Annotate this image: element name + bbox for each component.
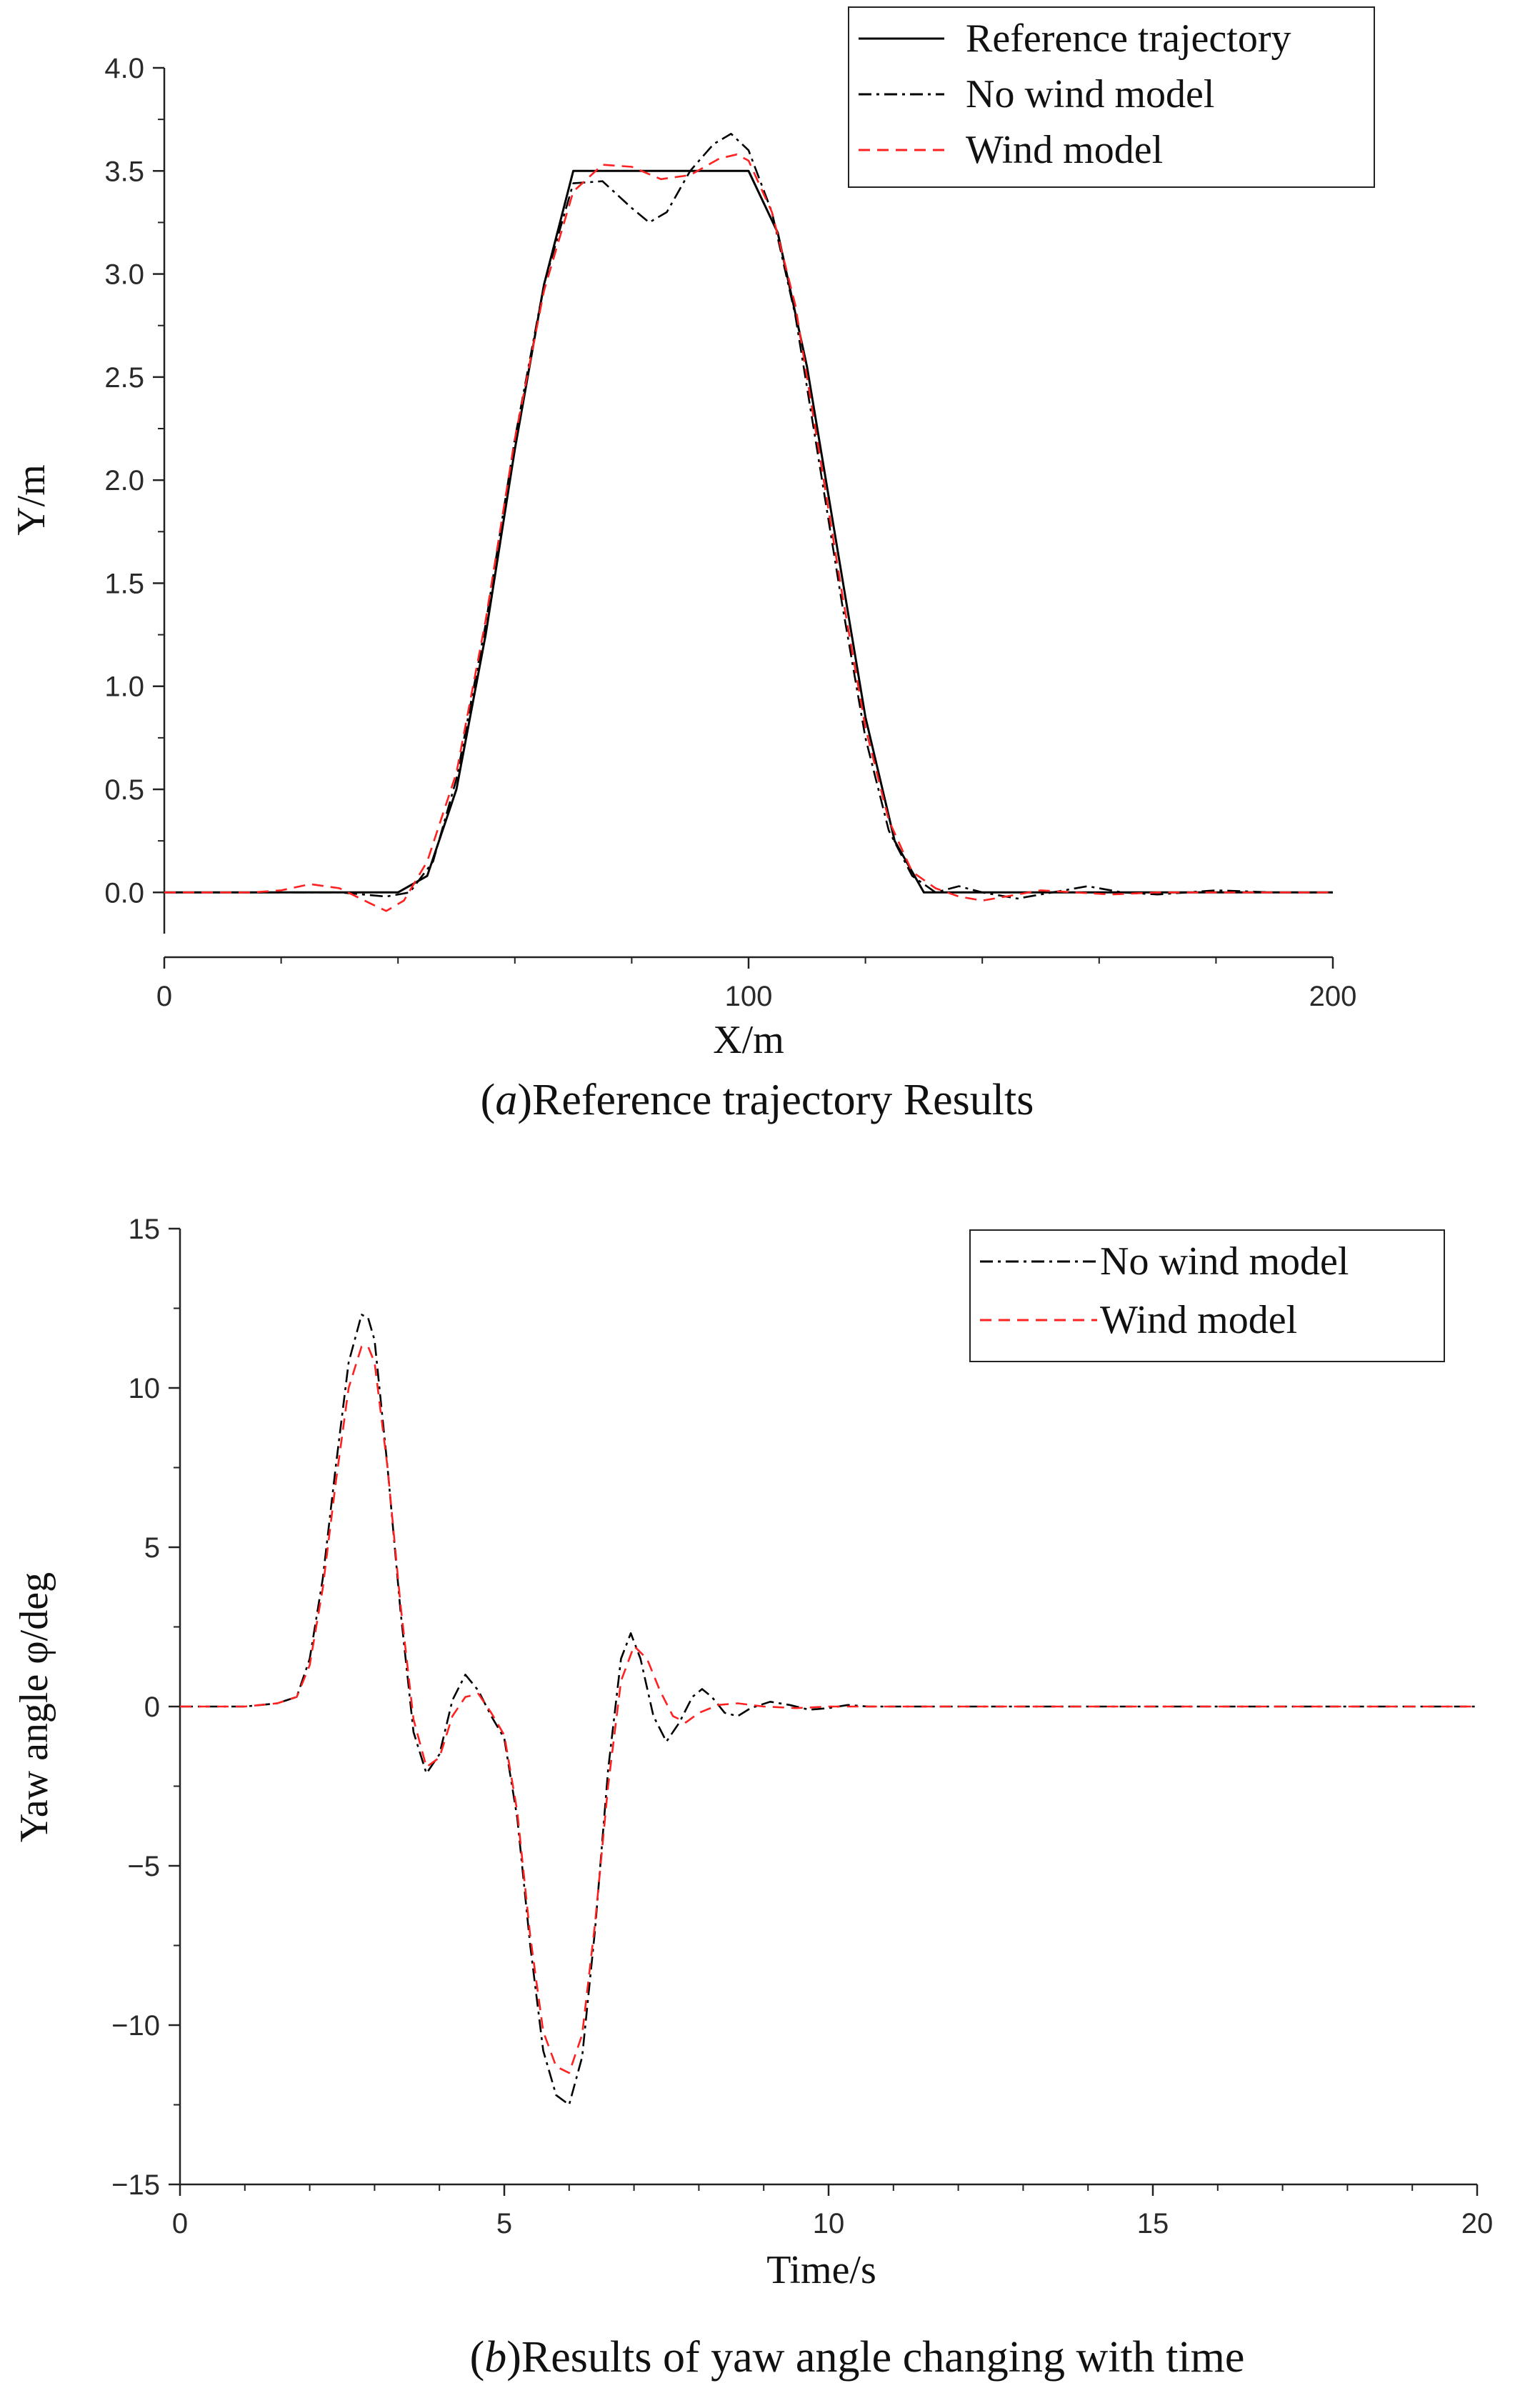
y-tick-label: 15 [129, 1214, 161, 1245]
series-group [180, 1314, 1477, 2106]
axes: −15 −10 −5 0 5 10 15 0 5 10 15 20 [111, 1214, 1493, 2239]
legend-label: Reference trajectory [966, 16, 1291, 61]
yaw-angle-chart: −15 −10 −5 0 5 10 15 0 5 10 15 20 Time/s Yaw angle … [12, 1214, 1493, 2382]
series-line-wind-model [180, 1345, 1477, 2074]
y-tick-label: −15 [111, 2169, 160, 2201]
legend: No wind model Wind model [969, 1229, 1445, 1362]
legend-box [848, 6, 1375, 188]
trajectory-chart: 0.0 0.5 1.0 1.5 2.0 2.5 3.0 3.5 4.0 0 100 200 X/m Y… [9, 6, 1375, 1124]
x-tick-label: 0 [172, 2208, 188, 2239]
series-group [164, 133, 1333, 912]
chart-caption: (a)Reference trajectory Results [481, 1076, 1034, 1124]
y-axis-label: Yaw angle φ/deg [12, 1572, 56, 1842]
x-tick-label: 200 [1309, 981, 1357, 1012]
y-tick-label: 2.0 [104, 465, 144, 496]
y-tick-label: 0.0 [104, 877, 144, 909]
y-tick-label: 5 [144, 1532, 160, 1564]
legend-label: No wind model [966, 72, 1214, 116]
y-tick-label: 3.0 [104, 259, 144, 291]
y-tick-label: 10 [129, 1373, 161, 1404]
caption-letter: a [495, 1076, 517, 1124]
y-tick-label: 1.0 [104, 671, 144, 703]
legend-label: No wind model [1100, 1239, 1349, 1284]
x-tick-label: 20 [1461, 2208, 1494, 2239]
legend-label: Wind model [1100, 1298, 1297, 1342]
legend-box [969, 1229, 1445, 1362]
x-tick-label: 10 [813, 2208, 845, 2239]
x-axis-label: Time/s [766, 2248, 876, 2292]
y-tick-label: 2.5 [104, 362, 144, 394]
caption-text: )Results of yaw angle changing with time [506, 2333, 1244, 2382]
series-line-no-wind-model [180, 1314, 1477, 2106]
y-tick-label: 3.5 [104, 156, 144, 187]
y-tick-label: 0.5 [104, 774, 144, 806]
x-axis-label: X/m [713, 1018, 784, 1062]
y-tick-label: 0 [144, 1692, 160, 1723]
series-line-wind-model [164, 153, 1333, 912]
y-tick-label: −5 [127, 1851, 160, 1882]
legend-label: Wind model [966, 128, 1163, 172]
y-axis-label: Y/m [9, 464, 54, 536]
y-tick-label: 4.0 [104, 53, 144, 84]
y-tick-label: 1.5 [104, 568, 144, 599]
chart-caption: (b)Results of yaw angle changing with ti… [470, 2333, 1245, 2382]
x-tick-label: 100 [725, 981, 773, 1012]
x-tick-label: 5 [496, 2208, 512, 2239]
y-tick-label: −10 [111, 2010, 160, 2042]
caption-letter: b [484, 2333, 506, 2382]
x-tick-label: 0 [156, 981, 172, 1012]
series-line-no-wind-model [164, 133, 1333, 900]
caption-text: )Reference trajectory Results [517, 1076, 1034, 1124]
x-tick-label: 15 [1137, 2208, 1169, 2239]
legend: Reference trajectory No wind model Wind mo… [848, 6, 1375, 188]
series-line-reference-trajectory [164, 169, 1333, 894]
axes: 0.0 0.5 1.0 1.5 2.0 2.5 3.0 3.5 4.0 0 100 200 [104, 53, 1356, 1012]
